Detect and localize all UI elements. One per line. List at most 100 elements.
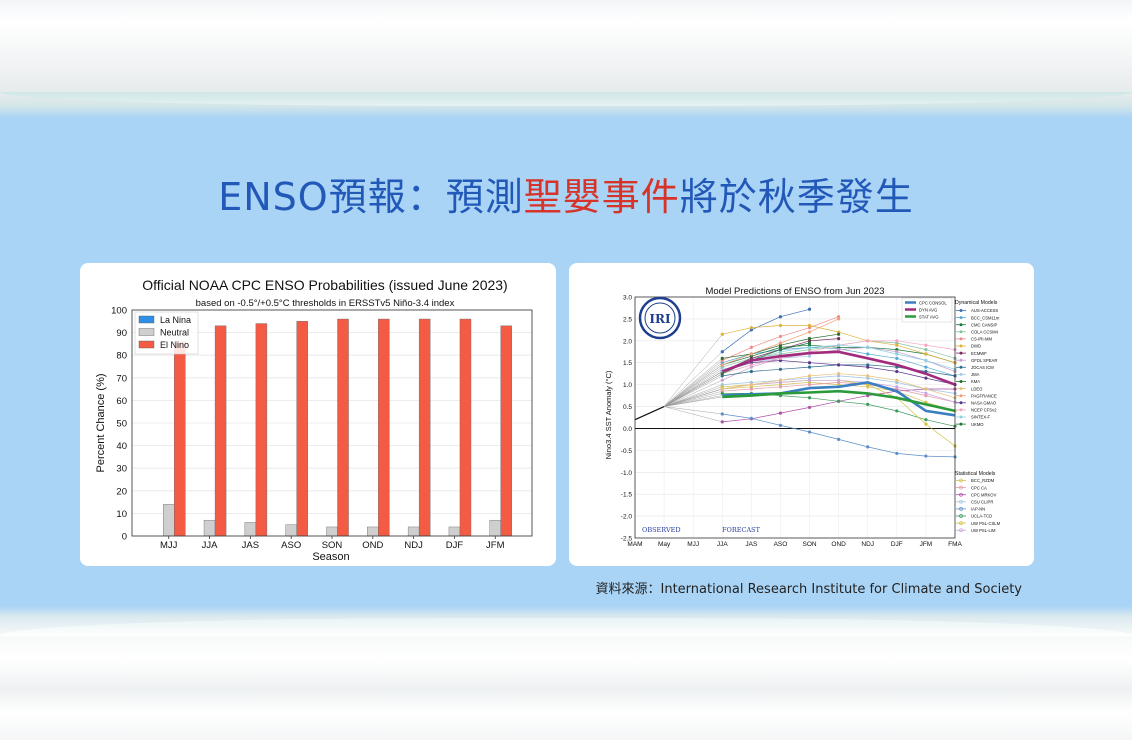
legend-label: STAT AVG: [919, 314, 938, 319]
y-tick-label: 100: [111, 306, 127, 317]
data-point: [807, 361, 812, 365]
y-tick-label: 60: [116, 396, 127, 407]
legend-marker: [959, 358, 963, 362]
x-tick-label: NDJ: [861, 541, 874, 548]
legend-label: ECMWF: [971, 351, 987, 356]
legend-label: El Nino: [160, 340, 189, 350]
forecast-connector: [663, 358, 723, 407]
y-tick-label: 90: [116, 328, 127, 339]
data-point: [778, 393, 783, 398]
data-point: [866, 376, 870, 380]
data-point: [866, 385, 870, 389]
forecast-connector: [663, 362, 723, 407]
data-point: [778, 347, 783, 352]
data-point: [837, 317, 841, 321]
forecast-connector: [664, 406, 723, 415]
legend-marker: [959, 351, 963, 355]
data-point: [837, 380, 841, 385]
data-point: [749, 328, 753, 332]
data-point: [807, 326, 812, 330]
legend-heading: Dynamical Models: [955, 300, 998, 306]
bar-neutral: [285, 524, 297, 537]
y-tick-label: 1.5: [623, 360, 632, 367]
legend-label: CS-IRI-MM: [971, 337, 992, 342]
data-point: [837, 343, 841, 347]
data-point: [807, 339, 812, 343]
data-point: [895, 451, 899, 456]
dynamical-model-line: [722, 308, 810, 353]
chart-subtitle: based on -0.5°/+0.5°C thresholds in ERSS…: [196, 298, 455, 309]
data-point: [807, 345, 812, 349]
average-line: [722, 389, 956, 413]
y-tick-label: 1.0: [623, 382, 632, 389]
x-tick-label: DJF: [446, 540, 464, 551]
x-tick-label: JJA: [202, 540, 219, 551]
data-point: [720, 350, 724, 354]
legend-label: COLA CCSM4: [971, 330, 999, 335]
data-point: [778, 380, 783, 385]
legend-label: BCC_RZDM: [971, 478, 995, 483]
data-point: [749, 363, 753, 367]
data-point: [807, 383, 812, 387]
legend-label: SINTEX-F: [971, 415, 991, 420]
data-point: [895, 350, 899, 354]
y-axis-label: Percent Chance (%): [95, 373, 107, 472]
iri-logo-text: IRI: [649, 312, 671, 326]
data-point: [720, 383, 724, 387]
data-point: [720, 389, 724, 393]
data-point: [749, 326, 753, 330]
data-point: [778, 343, 783, 347]
y-tick-label: 0.0: [623, 426, 632, 433]
title-highlight: 聖嬰事件: [523, 175, 680, 219]
data-point: [866, 345, 870, 349]
title-part-1: ENSO預報：預測: [218, 175, 524, 219]
legend-label: AUS-ACCESS: [971, 308, 998, 313]
data-point: [807, 330, 812, 334]
data-point: [778, 423, 783, 427]
data-point: [720, 365, 724, 369]
legend-marker: [959, 408, 963, 412]
y-tick-label: 20: [116, 486, 127, 497]
legend-label: LDEO: [971, 386, 983, 391]
x-tick-label: MJJ: [160, 540, 178, 551]
chart-title: Official NOAA CPC ENSO Probabilities (is…: [142, 277, 507, 293]
y-axis-label: Nino3.4 SST Anomaly (°C): [604, 370, 613, 459]
forecast-connector: [664, 396, 723, 407]
bar-el-nino: [500, 325, 512, 537]
bar-el-nino: [296, 321, 308, 537]
data-point: [807, 405, 812, 410]
data-point: [837, 374, 841, 378]
y-tick-label: 30: [116, 464, 127, 475]
forecast-label: FORECAST: [722, 526, 761, 534]
data-point: [720, 387, 724, 391]
bar-el-nino: [214, 325, 227, 537]
x-tick-label: FMA: [948, 541, 962, 548]
legend-label: PAGFRANCE: [971, 393, 997, 398]
data-point: [749, 354, 753, 358]
x-tick-label: ASO: [281, 540, 301, 551]
x-tick-label: JJA: [717, 541, 729, 548]
forecast-connector: [663, 334, 723, 407]
forecast-connector: [663, 351, 723, 407]
bar-neutral: [448, 526, 461, 537]
forecast-connector: [664, 384, 723, 407]
legend-label: CPC MRKOV: [971, 492, 997, 497]
legend-swatch: [138, 315, 155, 324]
legend-marker: [959, 394, 963, 398]
data-point: [807, 341, 812, 345]
data-point: [807, 374, 812, 378]
data-point: [837, 372, 841, 376]
bar-neutral: [203, 519, 216, 537]
data-point: [778, 352, 783, 356]
data-point: [924, 391, 928, 395]
data-point: [807, 337, 812, 341]
chart-title: Model Predictions of ENSO from Jun 2023: [705, 286, 884, 297]
data-point: [895, 343, 899, 347]
y-tick-label: -2.5: [621, 536, 633, 543]
data-point: [837, 337, 841, 341]
forecast-connector: [663, 360, 723, 407]
bar-neutral: [326, 526, 338, 537]
plot-frame: [634, 296, 956, 539]
legend-marker: [959, 401, 963, 405]
model-predictions-chart-panel: Model Predictions of ENSO from Jun 2023 …: [569, 263, 1034, 566]
